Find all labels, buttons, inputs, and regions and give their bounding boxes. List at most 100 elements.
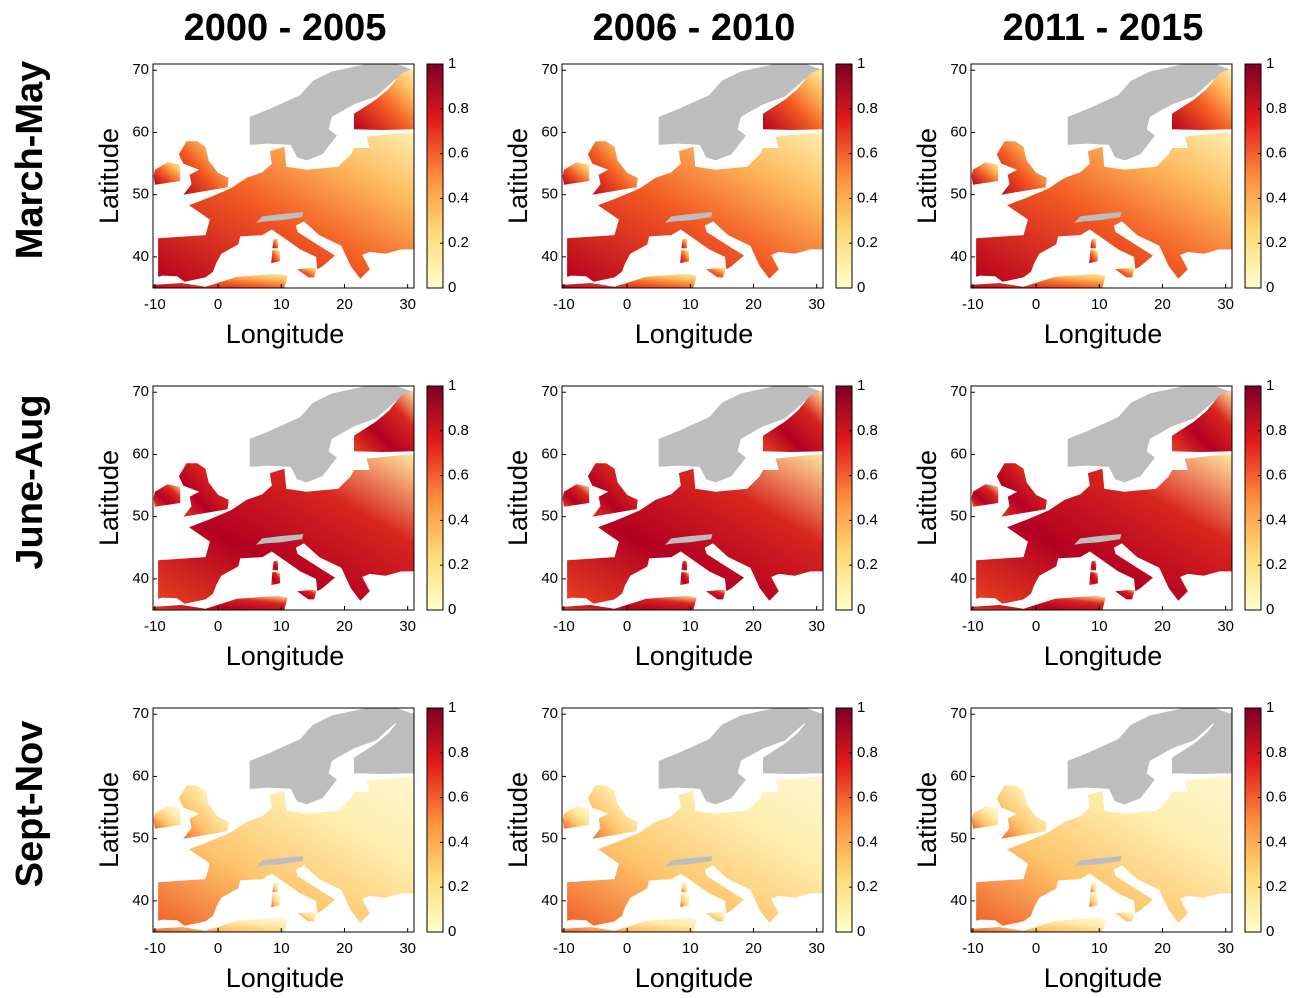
y-tick-label: 60 xyxy=(950,767,967,784)
colorbar-tick-label: 0.4 xyxy=(857,511,878,528)
row-title: March-May xyxy=(9,61,51,260)
land xyxy=(997,463,1047,517)
y-tick-label: 70 xyxy=(541,61,558,78)
y-axis-label: Latitude xyxy=(912,450,942,546)
land xyxy=(1090,882,1096,892)
x-tick-label: 30 xyxy=(399,618,416,635)
colorbar-tick-label: 0.2 xyxy=(857,878,878,895)
land xyxy=(972,806,999,828)
land xyxy=(1115,912,1135,922)
colorbar-tick-label: 0 xyxy=(857,601,865,618)
land xyxy=(272,238,278,248)
x-tick-label: 30 xyxy=(808,296,825,313)
map xyxy=(971,385,1232,610)
colorbar-tick-label: 0.8 xyxy=(857,100,878,117)
colorbar-tick-label: 0.2 xyxy=(448,878,469,895)
land xyxy=(154,484,181,506)
land xyxy=(179,463,229,517)
x-axis-label: Longitude xyxy=(226,319,345,349)
y-tick-label: 40 xyxy=(132,892,149,909)
colorbar xyxy=(427,386,443,610)
x-axis-label: Longitude xyxy=(1044,319,1163,349)
map xyxy=(153,385,414,610)
colorbar-tick-label: 0.8 xyxy=(1266,422,1287,439)
land xyxy=(706,912,726,922)
x-tick-label: 30 xyxy=(1217,618,1234,635)
y-tick-label: 40 xyxy=(132,248,149,265)
colorbar xyxy=(427,708,443,932)
x-tick-label: 20 xyxy=(745,296,762,313)
y-tick-label: 70 xyxy=(541,383,558,400)
land xyxy=(681,882,687,892)
colorbar-tick-label: 0 xyxy=(448,923,456,940)
land xyxy=(297,912,317,922)
y-tick-label: 40 xyxy=(541,570,558,587)
colorbar-tick-label: 1 xyxy=(1266,377,1274,394)
colorbar-tick-label: 0 xyxy=(857,279,865,296)
land xyxy=(706,268,726,278)
y-tick-label: 50 xyxy=(541,508,558,525)
land xyxy=(563,806,590,828)
colorbar-tick-label: 0.2 xyxy=(448,234,469,251)
land xyxy=(271,894,280,907)
land xyxy=(588,463,638,517)
colorbar-tick-label: 0 xyxy=(1266,601,1274,618)
land xyxy=(680,250,689,263)
colorbar-tick-label: 0.6 xyxy=(448,789,469,806)
y-axis-label: Latitude xyxy=(912,128,942,224)
map xyxy=(562,707,823,932)
y-tick-label: 60 xyxy=(950,123,967,140)
y-tick-label: 70 xyxy=(541,705,558,722)
x-tick-label: 10 xyxy=(682,296,699,313)
colorbar-tick-label: 1 xyxy=(857,55,865,72)
y-axis-label: Latitude xyxy=(912,772,942,868)
land xyxy=(681,238,687,248)
x-tick-label: 10 xyxy=(682,618,699,635)
x-tick-label: 30 xyxy=(1217,940,1234,957)
colorbar-tick-label: 0.4 xyxy=(1266,189,1287,206)
colorbar-tick-label: 0.6 xyxy=(857,789,878,806)
x-tick-label: 20 xyxy=(1154,296,1171,313)
x-axis-label: Longitude xyxy=(635,641,754,671)
land xyxy=(1089,894,1098,907)
colorbar xyxy=(427,64,443,288)
y-tick-label: 60 xyxy=(132,123,149,140)
colorbar-tick-label: 0.6 xyxy=(857,145,878,162)
land xyxy=(563,162,590,184)
y-tick-label: 60 xyxy=(541,123,558,140)
map xyxy=(153,707,414,932)
land xyxy=(588,785,638,839)
colorbar-tick-label: 0.2 xyxy=(857,234,878,251)
x-tick-label: 30 xyxy=(1217,296,1234,313)
colorbar-tick-label: 0.2 xyxy=(857,556,878,573)
x-tick-label: -10 xyxy=(144,940,166,957)
y-tick-label: 50 xyxy=(132,830,149,847)
y-tick-label: 50 xyxy=(541,830,558,847)
colorbar-tick-label: 0 xyxy=(857,923,865,940)
colorbar-tick-label: 0 xyxy=(1266,279,1274,296)
y-axis-label: Latitude xyxy=(503,450,533,546)
x-tick-label: 0 xyxy=(623,296,631,313)
land xyxy=(179,785,229,839)
colorbar-tick-label: 0.2 xyxy=(448,556,469,573)
x-tick-label: 30 xyxy=(808,940,825,957)
y-tick-label: 60 xyxy=(132,767,149,784)
x-tick-label: -10 xyxy=(962,940,984,957)
x-axis-label: Longitude xyxy=(226,641,345,671)
y-axis-label: Latitude xyxy=(94,128,124,224)
colorbar xyxy=(836,708,852,932)
colorbar-tick-label: 0 xyxy=(448,601,456,618)
land xyxy=(997,785,1047,839)
colorbar-tick-label: 1 xyxy=(448,699,456,716)
colorbar-tick-label: 0.4 xyxy=(448,189,469,206)
y-tick-label: 70 xyxy=(132,61,149,78)
x-tick-label: 0 xyxy=(214,296,222,313)
x-tick-label: 0 xyxy=(214,618,222,635)
land xyxy=(271,572,280,585)
colorbar-tick-label: 0.6 xyxy=(448,145,469,162)
x-axis-label: Longitude xyxy=(1044,963,1163,993)
colorbar-tick-label: 0.8 xyxy=(1266,744,1287,761)
colorbar-tick-label: 0.4 xyxy=(857,833,878,850)
colorbar-tick-label: 0.6 xyxy=(448,467,469,484)
x-tick-label: -10 xyxy=(553,618,575,635)
